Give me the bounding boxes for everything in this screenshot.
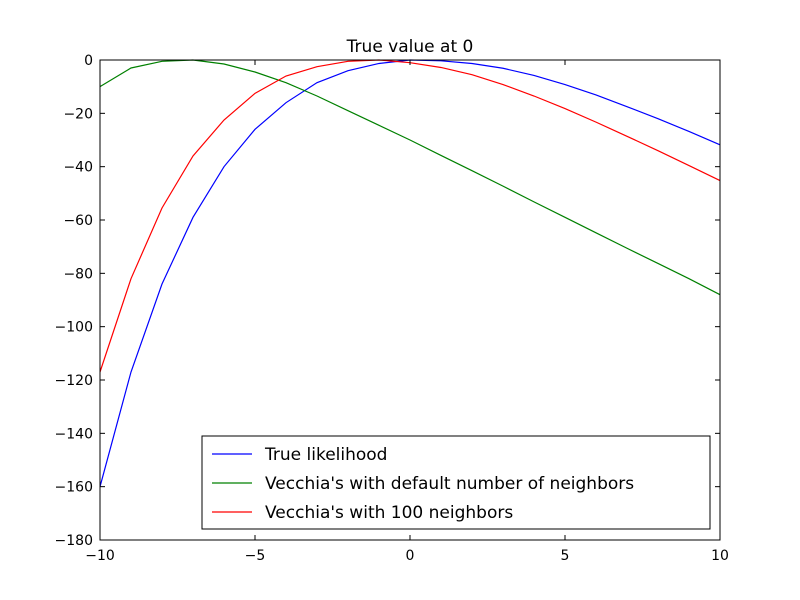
y-tick-label: −180 (55, 533, 93, 549)
legend-label-1: True likelihood (264, 445, 387, 465)
x-tick-label: −10 (85, 548, 115, 564)
legend-frame (201, 435, 711, 530)
legend-label-3: Vecchia's with 100 neighbors (265, 503, 513, 523)
y-tick-label: −80 (63, 266, 93, 282)
y-tick-label: −20 (63, 106, 93, 122)
ticks-layer: −10 −5 0 5 10 0 −20 −40 −60 −80 −100 −120 −140 −160 −1… (55, 53, 729, 564)
legend: True likelihood Vecchia's with default nu… (201, 435, 711, 530)
y-tick-label: −40 (63, 160, 93, 176)
x-tick-label: 5 (561, 548, 570, 564)
legend-label-2: Vecchia's with default number of neighbo… (265, 474, 634, 494)
x-tick-label: 0 (406, 548, 415, 564)
y-tick-label: −140 (55, 426, 93, 442)
y-tick-label: −60 (63, 213, 93, 229)
y-tick-label: −100 (55, 320, 93, 336)
x-tick-label: 10 (711, 548, 729, 564)
y-tick-label: −120 (55, 373, 93, 389)
series-line-2 (99, 59, 721, 296)
x-tick-label: −5 (245, 548, 266, 564)
y-tick-label: 0 (84, 53, 93, 69)
y-tick-label: −160 (55, 480, 93, 496)
chart-title: True value at 0 (346, 37, 474, 57)
